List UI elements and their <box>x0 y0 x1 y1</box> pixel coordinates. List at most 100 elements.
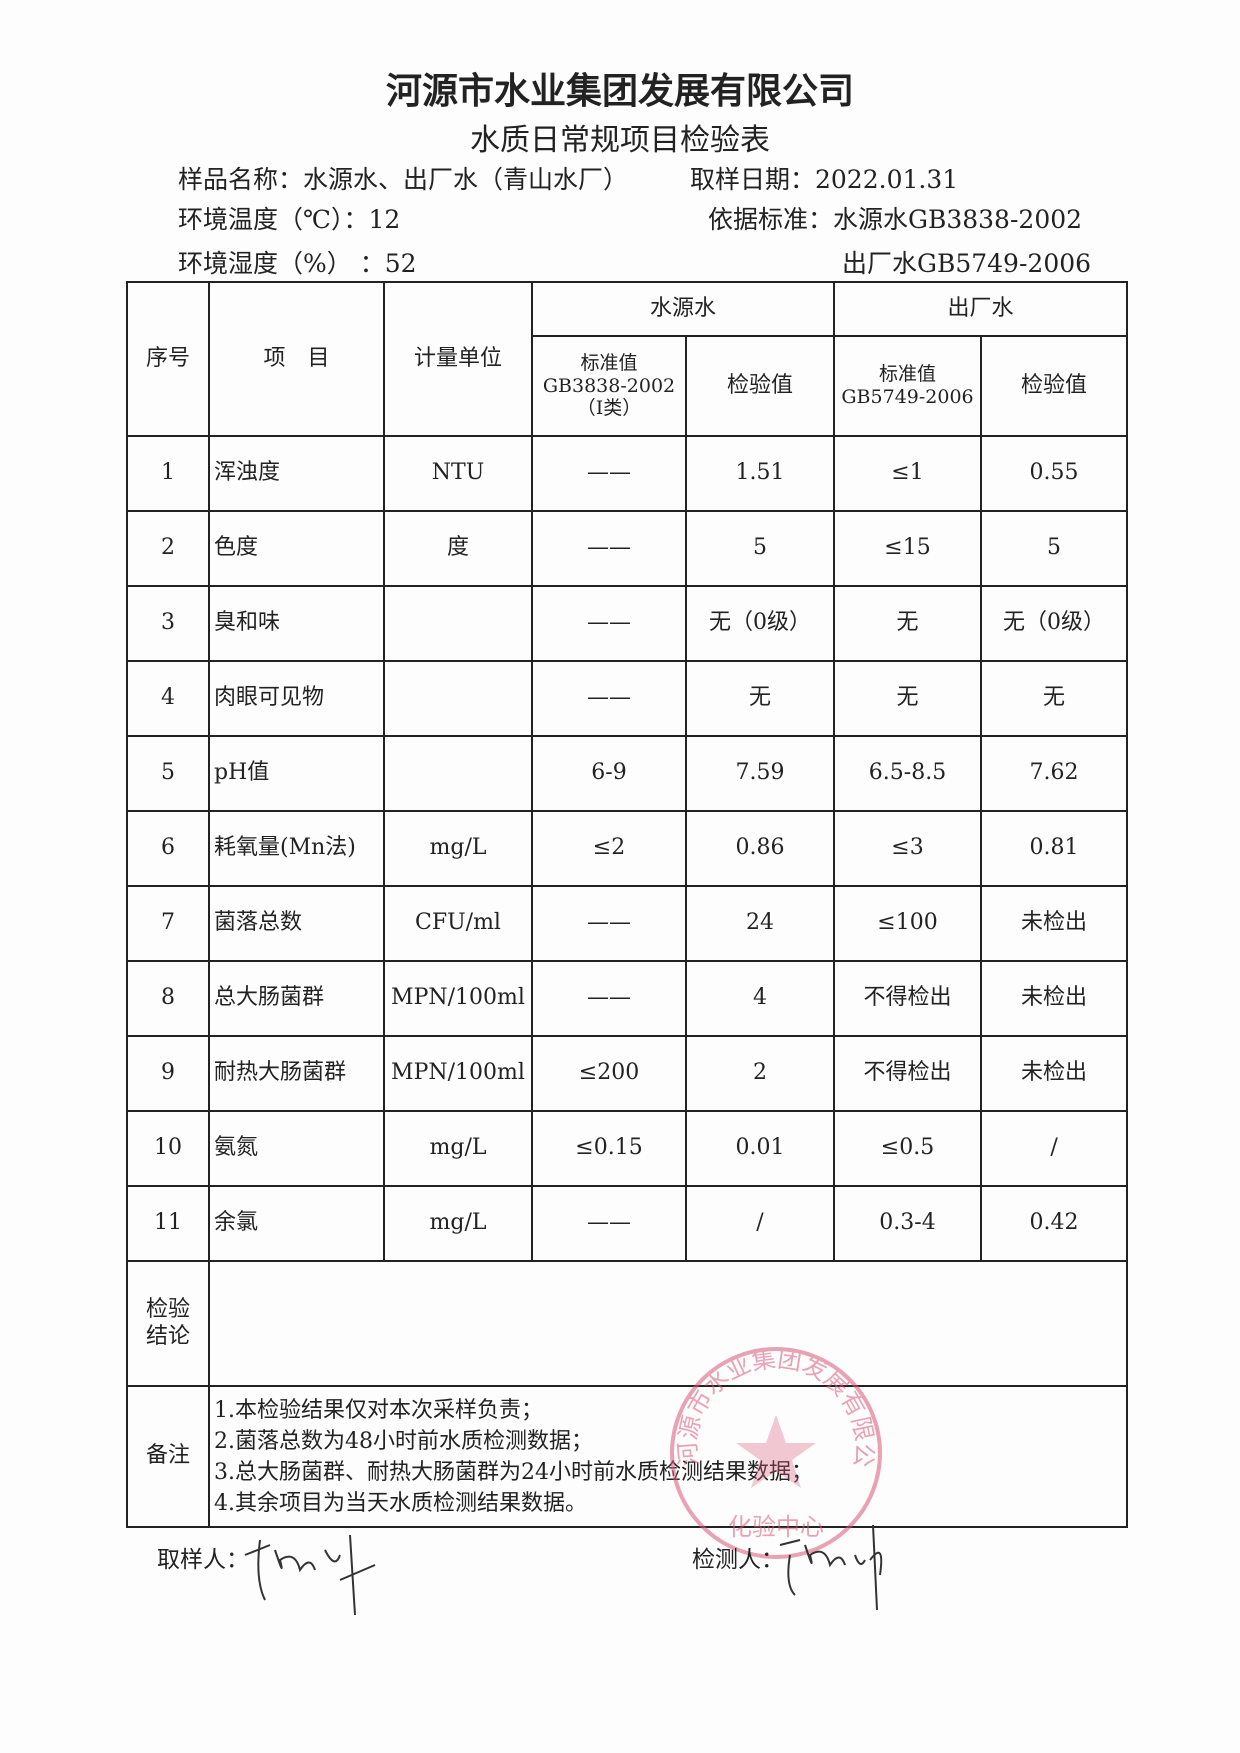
output-standard: 无 <box>833 585 983 662</box>
source-value: 4 <box>684 960 836 1037</box>
remark-item: 4.其余项目为当天水质检测结果数据。 <box>214 1490 587 1516</box>
output-value: 0.42 <box>980 1185 1129 1262</box>
item-name: 耗氧量(Mn法) <box>208 810 385 887</box>
standard-basis: 依据标准：水源水GB3838-2002 <box>708 205 1083 234</box>
output-value: 未检出 <box>980 885 1129 962</box>
unit: MPN/100ml <box>383 1035 533 1112</box>
unit: NTU <box>383 435 533 512</box>
unit <box>383 735 533 812</box>
source-value: 1.51 <box>684 435 836 512</box>
table-row: 7 菌落总数 CFU/ml —— 24 ≤100 未检出 <box>126 885 1129 962</box>
source-standard: —— <box>531 960 687 1037</box>
unit <box>383 585 533 662</box>
item-name: 臭和味 <box>208 585 385 662</box>
source-standard: —— <box>531 585 687 662</box>
output-standard: ≤15 <box>833 510 983 587</box>
item-name: 氨氮 <box>208 1110 385 1187</box>
unit: mg/L <box>383 810 533 887</box>
source-value: / <box>684 1185 836 1262</box>
table-row: 6 耗氧量(Mn法) mg/L ≤2 0.86 ≤3 0.81 <box>126 810 1129 887</box>
table-row: 8 总大肠菌群 MPN/100ml —— 4 不得检出 未检出 <box>126 960 1129 1037</box>
unit: MPN/100ml <box>383 960 533 1037</box>
row-no: 5 <box>126 735 210 812</box>
source-value: 0.86 <box>684 810 836 887</box>
unit: mg/L <box>383 1110 533 1187</box>
output-standard: 不得检出 <box>833 960 983 1037</box>
row-no: 9 <box>126 1035 210 1112</box>
inspection-table: 序号 项 目 计量单位 水源水 出厂水 标准值 GB3838-2002 （Ⅰ类） 检… <box>126 281 1129 1528</box>
output-value: 0.55 <box>980 435 1129 512</box>
table-row: 2 色度度 —— 5 ≤15 5 <box>126 510 1129 587</box>
source-value: 7.59 <box>684 735 836 812</box>
output-value: / <box>980 1110 1129 1187</box>
table-row: 1 浑浊度 NTU —— 1.51 ≤1 0.55 <box>126 435 1129 512</box>
unit: CFU/ml <box>383 885 533 962</box>
output-standard: 0.3-4 <box>833 1185 983 1262</box>
row-no: 4 <box>126 660 210 737</box>
source-standard: ≤2 <box>531 810 687 887</box>
header-output-val: 检验值 <box>980 335 1129 437</box>
row-no: 6 <box>126 810 210 887</box>
output-standard: 无 <box>833 660 983 737</box>
item-name: 总大肠菌群 <box>208 960 385 1037</box>
company-title: 河源市水业集团发展有限公司 <box>385 71 854 112</box>
humidity: 环境湿度（%） ：52 <box>178 249 417 278</box>
unit <box>383 660 533 737</box>
remarks: 1.本检验结果仅对本次采样负责； 2.菌落总数为48小时前水质检测数据； 3.总… <box>207 1385 1129 1528</box>
header-source-water: 水源水 <box>530 281 836 337</box>
output-value: 无 <box>980 660 1129 737</box>
row-no: 7 <box>126 885 210 962</box>
unit: mg/L <box>383 1185 533 1262</box>
output-value: 未检出 <box>980 1035 1129 1112</box>
row-no: 8 <box>126 960 210 1037</box>
header-item: 项 目 <box>208 281 385 437</box>
item-name: 耐热大肠菌群 <box>208 1035 385 1112</box>
source-standard: —— <box>531 1185 687 1262</box>
item-name: 余氯 <box>208 1185 385 1262</box>
source-standard: —— <box>531 885 687 962</box>
output-standard: ≤0.5 <box>833 1110 983 1187</box>
source-standard: —— <box>531 435 687 512</box>
sampler-label: 取样人： <box>157 1547 249 1573</box>
sampler-signature <box>244 1534 376 1615</box>
table-row: 3 臭和味 —— 无（0级）无无（0级） <box>126 585 1129 662</box>
source-value: 无 <box>684 660 836 737</box>
tester-signature <box>779 1524 883 1610</box>
source-standard: ≤200 <box>531 1035 687 1112</box>
header-source-val: 检验值 <box>684 335 836 437</box>
sample-name: 样品名称：水源水、出厂水（青山水厂） <box>178 165 629 194</box>
row-no: 10 <box>126 1110 210 1187</box>
output-value: 7.62 <box>980 735 1129 812</box>
header-output-std: 标准值 GB5749-2006 <box>833 335 983 437</box>
output-value: 无（0级） <box>980 585 1129 662</box>
output-standard: ≤1 <box>833 435 983 512</box>
source-value: 0.01 <box>684 1110 836 1187</box>
header-unit: 计量单位 <box>383 281 533 437</box>
conclusion-value <box>207 1260 1129 1387</box>
item-name: 肉眼可见物 <box>208 660 385 737</box>
row-no: 3 <box>126 585 210 662</box>
header-source-std: 标准值 GB3838-2002 （Ⅰ类） <box>531 335 687 437</box>
source-value: 无（0级） <box>684 585 836 662</box>
conclusion-label: 检验 结论 <box>126 1260 210 1387</box>
item-name: pH值 <box>208 735 385 812</box>
standard-basis-2: 出厂水GB5749-2006 <box>842 249 1092 278</box>
source-value: 24 <box>684 885 836 962</box>
header-no: 序号 <box>126 281 210 437</box>
output-standard: ≤100 <box>833 885 983 962</box>
item-name: 菌落总数 <box>208 885 385 962</box>
item-name: 浑浊度 <box>208 435 385 512</box>
form-title: 水质日常规项目检验表 <box>470 123 770 158</box>
output-standard: 6.5-8.5 <box>833 735 983 812</box>
source-value: 5 <box>684 510 836 587</box>
remark-item: 2.菌落总数为48小时前水质检测数据； <box>214 1428 593 1454</box>
table-row: 4 肉眼可见物 —— 无无无 <box>126 660 1129 737</box>
table-row: 10 氨氮 mg/L ≤0.15 0.01 ≤0.5/ <box>126 1110 1129 1187</box>
source-standard: ≤0.15 <box>531 1110 687 1187</box>
output-value: 5 <box>980 510 1129 587</box>
source-value: 2 <box>684 1035 836 1112</box>
source-standard: —— <box>531 660 687 737</box>
output-standard: 不得检出 <box>833 1035 983 1112</box>
table-row: 9 耐热大肠菌群 MPN/100ml ≤200 2 不得检出 未检出 <box>126 1035 1129 1112</box>
